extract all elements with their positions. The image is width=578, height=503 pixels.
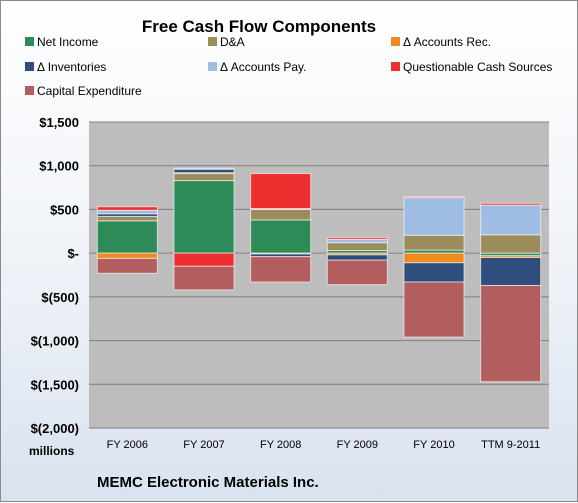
y-tick-label: $1,000 (39, 159, 79, 174)
bar-segment-net-income (96, 220, 158, 254)
y-tick-label: $(1,500) (31, 377, 79, 392)
legend: Net Income D&A Δ Accounts Rec. Δ Inventorie… (25, 35, 552, 98)
y-tick-label: $(500) (41, 290, 79, 305)
bar-segment-accounts-rec (96, 252, 158, 259)
gridlines (89, 121, 549, 429)
bar-segment-questionable-cash-sources (403, 196, 465, 199)
bar-segment-inventories (326, 254, 388, 261)
bar-segment-capital-expenditure (480, 284, 542, 383)
bar-segment-accounts-pay (480, 204, 542, 236)
x-tick-label: TTM 9-2011 (481, 439, 540, 451)
legend-swatch (208, 37, 217, 46)
plot-area (89, 122, 549, 428)
y-tick-label: $500 (50, 202, 79, 217)
bar-segment-accounts-pay (173, 167, 235, 170)
bar-segment-capital-expenditure (326, 259, 388, 286)
bar-segment-capital-expenditure (250, 256, 312, 283)
legend-label: Net Income (37, 35, 99, 49)
legend-item-accounts-rec: Δ Accounts Rec. (391, 35, 491, 49)
y-axis-ticks: $1,500 $1,000 $500 $- $(500) $(1,000) $(1,500)… (31, 115, 79, 436)
legend-swatch (391, 37, 400, 46)
bar-segment-net-income (250, 219, 312, 254)
bar-segment-questionable-cash-sources (326, 236, 388, 240)
bar-segment-d-a (403, 234, 465, 251)
x-axis-ticks: FY 2006 FY 2007 FY 2008 FY 2009 FY 2010 TTM 9… (107, 439, 541, 451)
bar-segment-capital-expenditure (96, 257, 158, 274)
bar-segment-accounts-pay (403, 197, 465, 236)
bar-segment-capital-expenditure (403, 281, 465, 338)
legend-swatch (25, 62, 34, 71)
bars (96, 167, 542, 383)
bar-segment-capital-expenditure (173, 265, 235, 291)
x-tick-label: FY 2007 (183, 439, 224, 451)
y-tick-label: $- (67, 246, 79, 261)
legend-label: Capital Expenditure (37, 84, 142, 98)
x-tick-label: FY 2009 (337, 439, 378, 451)
bar-segment-d-a (326, 242, 388, 252)
bar-segment-inventories (403, 262, 465, 283)
unit-label: millions (29, 444, 75, 458)
legend-item-capital-expenditure: Capital Expenditure (25, 84, 142, 98)
x-tick-label: FY 2006 (107, 439, 148, 451)
bar-segment-d-a (250, 208, 312, 221)
bar-segment-net-income (173, 180, 235, 254)
bar-segment-accounts-rec (403, 252, 465, 264)
x-tick-label: FY 2008 (260, 439, 301, 451)
x-tick-label: FY 2010 (413, 439, 454, 451)
bar-segment-questionable-cash-sources (250, 173, 312, 210)
bar-segment-d-a (173, 173, 235, 182)
chart-title: Free Cash Flow Components (142, 17, 376, 36)
legend-item-d-a: D&A (208, 35, 245, 49)
company-name: MEMC Electronic Materials Inc. (97, 474, 319, 491)
y-tick-label: $(1,000) (31, 334, 79, 349)
legend-swatch (391, 62, 400, 71)
bar-segment-d-a (96, 215, 158, 222)
bar-segment-accounts-pay (96, 209, 158, 215)
legend-label: Questionable Cash Sources (403, 60, 552, 74)
bar-segment-accounts-pay (326, 238, 388, 244)
legend-swatch (25, 86, 34, 95)
y-tick-label: $1,500 (39, 115, 79, 130)
y-tick-label: $(2,000) (31, 421, 79, 436)
legend-item-accounts-pay: Δ Accounts Pay. (208, 60, 307, 74)
legend-item-inventories: Δ Inventories (25, 60, 106, 74)
bar-segment-inventories (173, 168, 235, 174)
legend-label: Δ Accounts Rec. (403, 35, 491, 49)
legend-item-net-income: Net Income (25, 35, 99, 49)
bar-segment-questionable-cash-sources (96, 206, 158, 211)
legend-label: Δ Accounts Pay. (220, 60, 307, 74)
legend-swatch (25, 37, 34, 46)
bar-segment-d-a (480, 234, 542, 254)
bar-segment-questionable-cash-sources (173, 252, 235, 267)
legend-label: Δ Inventories (37, 60, 106, 74)
legend-label: D&A (220, 35, 245, 49)
bar-segment-inventories (480, 257, 542, 286)
legend-item-questionable-cash-sources: Questionable Cash Sources (391, 60, 552, 74)
bar-segment-questionable-cash-sources (480, 202, 542, 206)
legend-swatch (208, 62, 217, 71)
